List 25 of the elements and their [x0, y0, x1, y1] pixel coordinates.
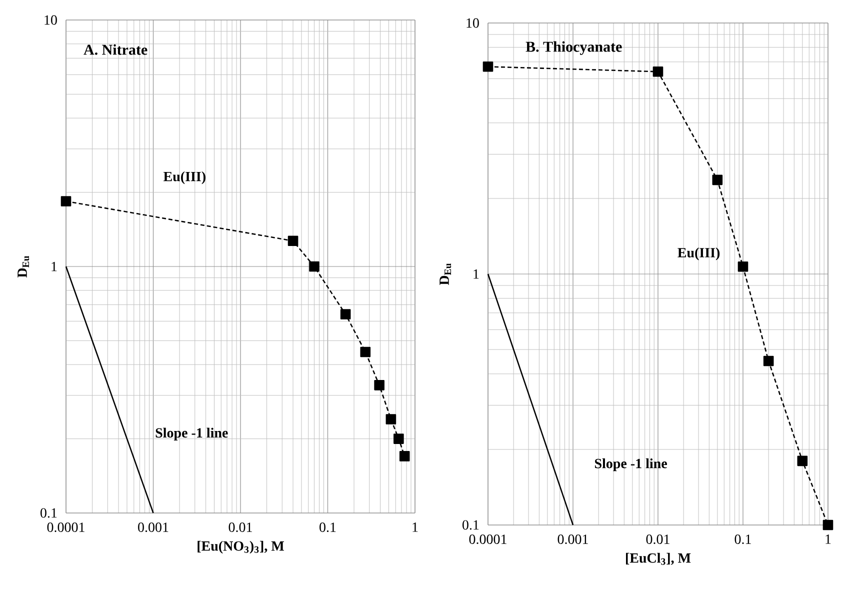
text: B. Thiocyanate	[526, 41, 622, 55]
x-tick-label: 0.01	[646, 534, 670, 544]
text: A. Nitrate	[84, 44, 148, 55]
x-tick-label: 0.0001	[469, 534, 506, 544]
x-tick-label: 0.0001	[47, 522, 84, 532]
x-tick-label: 0.001	[558, 534, 588, 544]
x-tick-label: 0.01	[228, 522, 252, 532]
x-tick-label: 0.001	[138, 522, 168, 532]
x-tick-label: 0.1	[320, 522, 336, 532]
x-axis-title: [Eu(NO$_{3}$)$_{3}$], M	[198, 540, 284, 554]
series-label: Eu(III)	[678, 248, 720, 260]
x-tick-label: 0.1	[734, 534, 751, 544]
series-label: Slope -1 line	[156, 428, 228, 440]
y-axis-title: D$_{Eu}$	[440, 263, 452, 286]
y-axis-title: D$_{Eu}$	[18, 256, 30, 278]
x-tick-label: 1	[826, 534, 831, 544]
y-tick-label: 1	[474, 269, 479, 279]
y-tick-label: 10	[44, 15, 57, 25]
y-tick-label: 1	[52, 262, 57, 272]
text: Eu(III)	[164, 171, 206, 184]
x-axis-title: [EuCl$_{3}$], M	[626, 552, 691, 565]
x-tick-label: 1	[412, 522, 418, 532]
y-tick-label: 10	[466, 18, 479, 28]
y-tick-label: 0.1	[40, 508, 57, 518]
text: Slope -1 line	[594, 458, 667, 472]
